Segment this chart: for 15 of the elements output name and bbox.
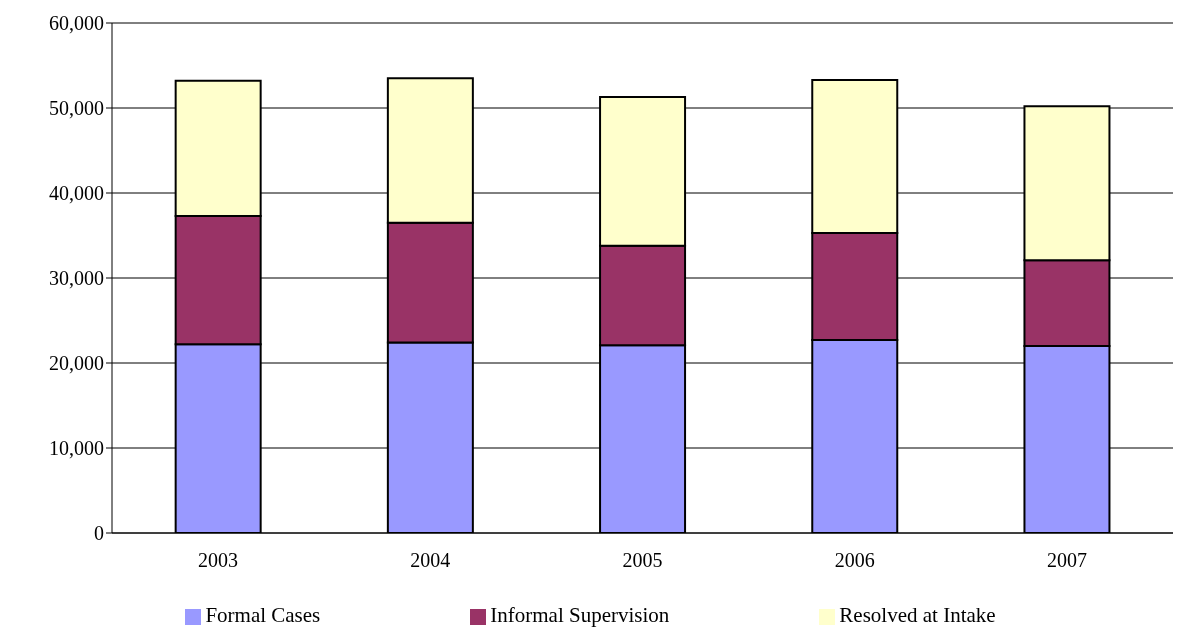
x-tick-label: 2005 (622, 549, 663, 572)
legend-label: Resolved at Intake (839, 603, 996, 627)
y-tick-label: 10,000 (49, 437, 104, 460)
y-tick-label: 60,000 (49, 12, 104, 35)
y-tick-label: 50,000 (49, 97, 104, 120)
y-tick-label: 20,000 (49, 352, 104, 375)
y-tick-label: 40,000 (49, 182, 104, 205)
x-tick-label: 2004 (410, 549, 451, 572)
x-tick-label: 2003 (198, 549, 239, 572)
x-tick-label: 2007 (1046, 549, 1087, 572)
legend-label: Informal Supervision (490, 603, 670, 627)
x-tick-label: 2006 (834, 549, 875, 572)
y-tick-label: 30,000 (49, 267, 104, 290)
legend-label: Formal Cases (205, 603, 321, 627)
y-tick-label: 0 (94, 522, 104, 545)
